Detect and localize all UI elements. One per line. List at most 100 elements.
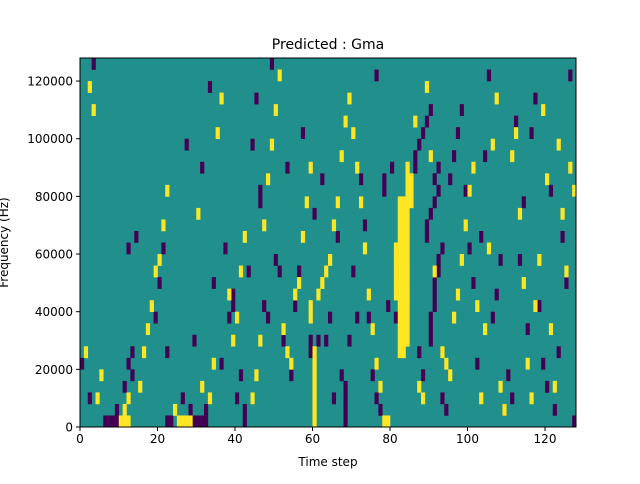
heatmap-cell-low	[188, 403, 193, 416]
heatmap-background	[80, 58, 576, 427]
heatmap-cell-high	[405, 184, 410, 197]
heatmap-cell-high	[331, 219, 337, 232]
heatmap-cell-high	[401, 207, 406, 220]
heatmap-cell-low	[537, 300, 542, 312]
heatmap-cell-high	[397, 334, 402, 347]
heatmap-cell-high	[537, 254, 542, 266]
heatmap-cell-high	[401, 254, 406, 266]
heatmap-cell-high	[401, 265, 406, 278]
heatmap-cell-high	[405, 277, 410, 289]
heatmap-cell-high	[235, 311, 240, 324]
heatmap-cell-low	[308, 334, 313, 347]
heatmap-cell-high	[397, 346, 402, 359]
heatmap-cell-high	[397, 311, 402, 324]
heatmap-cell-low	[343, 392, 348, 405]
heatmap-cell-high	[316, 288, 321, 301]
heatmap-cell-high	[176, 415, 182, 428]
heatmap-cell-high	[308, 300, 313, 312]
heatmap-cell-high	[409, 173, 414, 186]
heatmap-cell-low	[525, 323, 530, 336]
heatmap-cell-low	[572, 415, 577, 428]
heatmap-cell-high	[335, 196, 340, 209]
heatmap-cell-high	[250, 392, 255, 405]
heatmap-cell-low	[378, 403, 383, 416]
heatmap-cell-high	[324, 265, 329, 278]
x-axis-label: Time step	[297, 455, 357, 469]
heatmap-cell-low	[428, 334, 433, 347]
heatmap-cell-high	[184, 415, 189, 428]
heatmap-cell-high	[486, 242, 492, 255]
heatmap-cell-low	[424, 230, 430, 243]
heatmap-cell-low	[424, 115, 430, 128]
heatmap-cell-low	[510, 392, 515, 405]
heatmap-cell-low	[277, 265, 282, 278]
heatmap-cell-high	[401, 196, 406, 209]
heatmap-cell-low	[428, 323, 433, 336]
heatmap-cell-low	[207, 81, 213, 93]
heatmap-cell-high	[413, 115, 418, 128]
heatmap-cell-low	[432, 288, 437, 301]
heatmap-cell-high	[374, 357, 379, 370]
heatmap-cell-high	[277, 69, 282, 82]
heatmap-cell-low	[556, 346, 561, 359]
heatmap-cell-high	[355, 161, 360, 174]
heatmap-cell-low	[258, 184, 263, 197]
heatmap-cell-low	[219, 357, 224, 370]
heatmap-cell-low	[246, 265, 251, 278]
heatmap-cell-high	[401, 219, 406, 232]
heatmap-cell-high	[397, 230, 402, 243]
heatmap-cell-low	[308, 346, 313, 359]
heatmap-cell-low	[424, 219, 430, 232]
heatmap-cell-low	[514, 115, 519, 128]
heatmap-cell-high	[382, 415, 387, 428]
heatmap-cell-high	[397, 219, 402, 232]
heatmap-cells	[80, 58, 577, 428]
heatmap-cell-high	[475, 300, 480, 312]
heatmap-cell-high	[424, 81, 430, 93]
heatmap-cell-high	[87, 81, 92, 93]
heatmap-cell-low	[91, 58, 96, 70]
heatmap-cell-low	[421, 369, 426, 382]
heatmap-cell-high	[428, 150, 433, 163]
heatmap-cell-high	[328, 254, 333, 266]
heatmap-cell-low	[417, 138, 422, 151]
heatmap-cell-high	[397, 288, 402, 301]
heatmap-cell-high	[463, 219, 468, 232]
heatmap-cell-high	[401, 323, 406, 336]
heatmap-cell-low	[432, 196, 437, 209]
heatmap-cell-low	[130, 369, 135, 382]
heatmap-cell-low	[223, 242, 228, 255]
heatmap-cell-high	[405, 311, 410, 324]
heatmap-cell-high	[502, 403, 507, 416]
heatmap-cell-low	[238, 369, 244, 382]
heatmap-cell-high	[393, 277, 399, 289]
heatmap-cell-high	[479, 392, 484, 405]
heatmap-cell-low	[157, 277, 162, 289]
heatmap-cell-high	[572, 184, 577, 197]
heatmap-cell-low	[370, 369, 375, 382]
heatmap-cell-high	[145, 323, 151, 336]
heatmap-cell-low	[479, 230, 484, 243]
x-tick-label: 20	[150, 432, 165, 446]
heatmap-cell-low	[281, 334, 286, 347]
heatmap-cell-high	[122, 403, 127, 416]
heatmap-cell-high	[405, 207, 410, 220]
heatmap-cell-low	[184, 138, 189, 151]
heatmap-cell-low	[490, 311, 495, 324]
heatmap-cell-low	[297, 265, 302, 278]
heatmap-cell-high	[312, 403, 317, 416]
heatmap-cell-high	[393, 242, 399, 255]
y-tick-label: 40000	[35, 305, 73, 319]
heatmap-cell-low	[204, 415, 209, 428]
heatmap-cell-high	[401, 334, 406, 347]
heatmap-cell-low	[428, 207, 433, 220]
heatmap-cell-high	[409, 184, 414, 197]
heatmap-cell-high	[196, 207, 201, 220]
heatmap-cell-low	[533, 92, 538, 105]
heatmap-cell-high	[529, 392, 534, 405]
heatmap-cell-low	[254, 92, 259, 105]
heatmap-cell-low	[111, 415, 116, 428]
heatmap-cell-high	[517, 207, 523, 220]
heatmap-cell-low	[153, 311, 158, 324]
heatmap-cell-low	[339, 369, 344, 382]
